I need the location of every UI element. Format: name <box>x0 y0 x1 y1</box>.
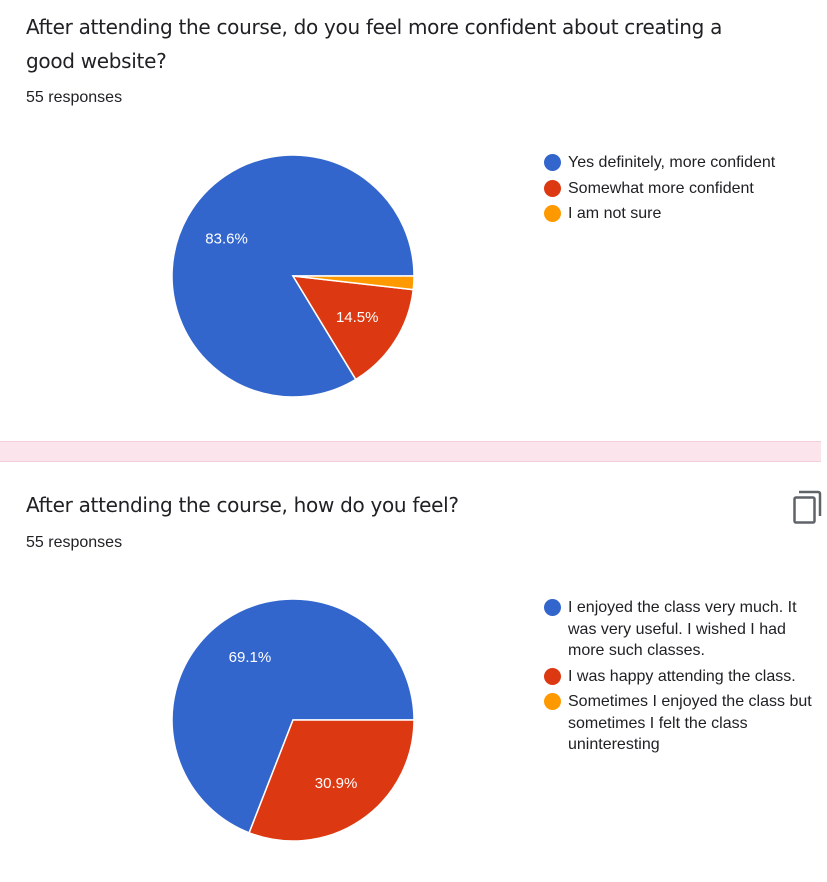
legend-label: I was happy attending the class. <box>568 667 796 685</box>
slice-value-label: 83.6% <box>205 231 248 248</box>
legend-swatch <box>544 154 561 171</box>
legend-label: Yes definitely, more confident <box>568 154 776 171</box>
slice-value-label: 30.9% <box>315 775 358 792</box>
chart-legend: Yes definitely, more confident Somewhat m… <box>544 152 814 229</box>
slice-value-label: 14.5% <box>336 309 379 326</box>
question-title: After attending the course, how do you f… <box>26 493 459 517</box>
pie-chart: 69.1% 30.9% <box>171 598 415 842</box>
legend-label: I enjoyed the class very much. It was ve… <box>568 599 797 659</box>
chart-card-feeling: After attending the course, how do you f… <box>0 462 822 882</box>
legend-item[interactable]: Yes definitely, more confident <box>544 152 814 174</box>
question-title: After attending the course, do you feel … <box>26 15 723 73</box>
chart-card-confidence: After attending the course, do you feel … <box>0 0 821 441</box>
pie-slice <box>171 598 415 834</box>
response-count: 55 responses <box>26 89 123 106</box>
legend-swatch <box>544 667 561 685</box>
legend-label: Sometimes I enjoyed the class but someti… <box>568 693 812 753</box>
legend-swatch <box>544 599 561 616</box>
legend-swatch <box>544 205 561 222</box>
legend-item[interactable]: I am not sure <box>544 203 814 225</box>
response-count: 55 responses <box>26 534 123 551</box>
pie-slice <box>291 275 415 381</box>
slice-value-label: 69.1% <box>229 649 272 666</box>
pie-slice <box>248 719 415 842</box>
legend-item[interactable]: Somewhat more confident <box>544 178 814 200</box>
legend-item[interactable]: Sometimes I enjoyed the class but someti… <box>544 691 814 756</box>
legend-item[interactable]: I was happy attending the class. <box>544 666 814 688</box>
copy-icon[interactable] <box>792 490 822 526</box>
legend-label: I am not sure <box>568 205 662 222</box>
legend-swatch <box>544 693 561 710</box>
legend-item[interactable]: I enjoyed the class very much. It was ve… <box>544 597 814 662</box>
pie-chart: 83.6% 14.5% <box>171 154 415 398</box>
chart-legend: I enjoyed the class very much. It was ve… <box>544 597 814 760</box>
pie-slice <box>292 275 415 291</box>
legend-swatch <box>544 179 561 197</box>
legend-label: Somewhat more confident <box>568 179 754 197</box>
section-divider <box>0 441 821 462</box>
